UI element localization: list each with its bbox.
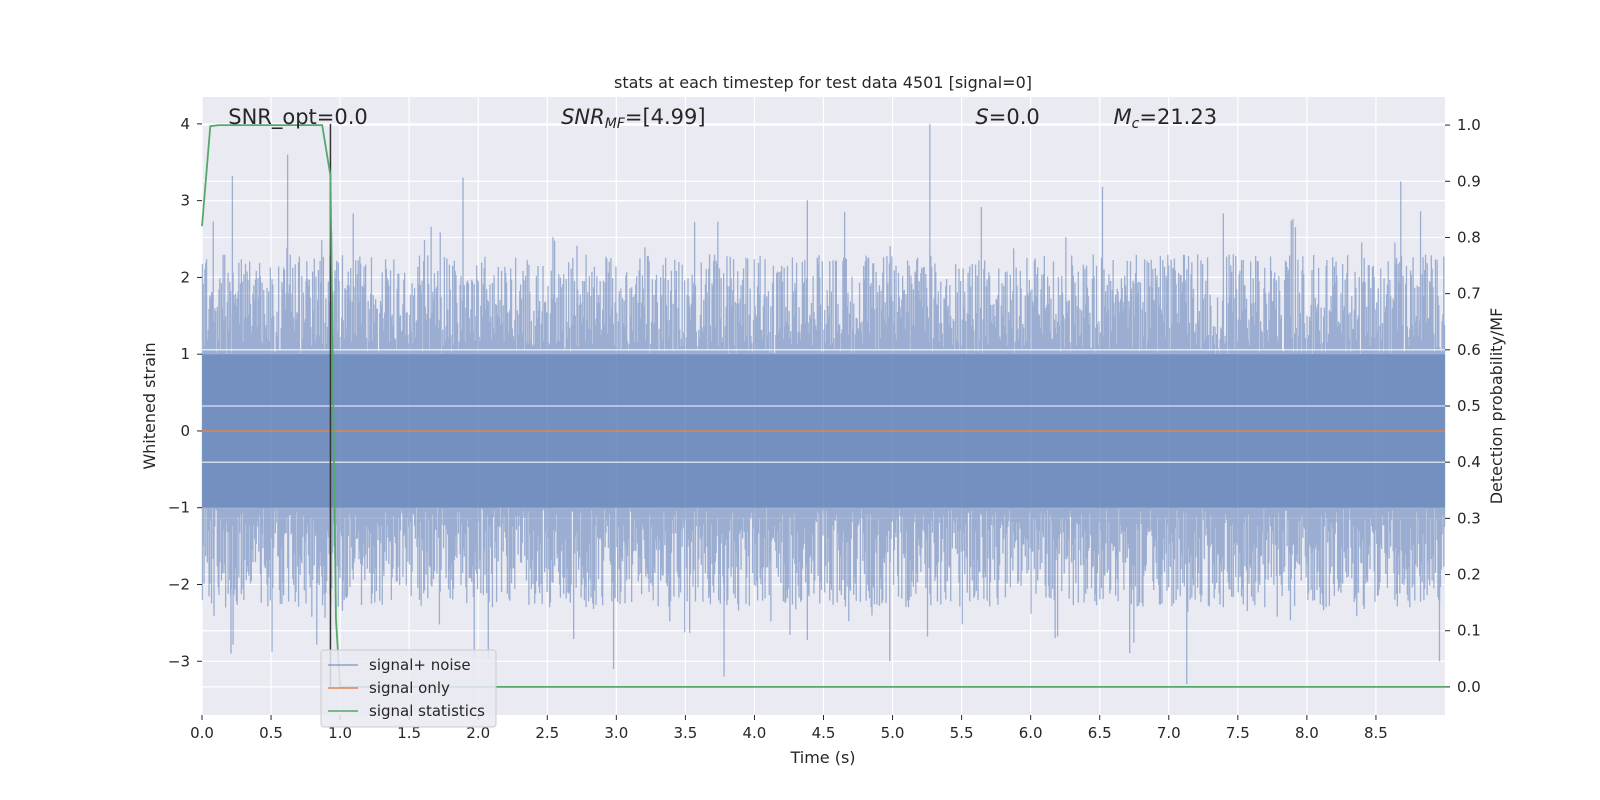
y-ticks: −3 −2 −1 0 1 2 3 4 <box>168 115 202 670</box>
x-tick-label: 8.0 <box>1295 724 1319 742</box>
x-tick-label: 5.0 <box>881 724 905 742</box>
legend-label: signal only <box>369 679 450 697</box>
y2-tick-label: 0.3 <box>1457 509 1481 527</box>
y2-tick-label: 0.1 <box>1457 622 1481 640</box>
x-tick-label: 1.5 <box>397 724 421 742</box>
y2-tick-label: 0.8 <box>1457 228 1481 246</box>
x-tick-label: 3.5 <box>673 724 697 742</box>
y2-tick-label: 0.9 <box>1457 172 1481 190</box>
y-tick-label: −3 <box>168 652 190 670</box>
chart-title: stats at each timestep for test data 450… <box>614 73 1032 92</box>
y2-tick-label: 0.6 <box>1457 341 1481 359</box>
legend-box <box>320 649 497 728</box>
y2-tick-label: 0.7 <box>1457 285 1481 303</box>
x-tick-label: 6.0 <box>1019 724 1043 742</box>
legend-label: signal+ noise <box>369 656 471 674</box>
x-tick-label: 4.0 <box>743 724 767 742</box>
y-tick-label: −2 <box>168 575 190 593</box>
x-tick-label: 5.5 <box>950 724 974 742</box>
y-tick-label: 3 <box>180 192 190 210</box>
annotations: SNR_opt=0.0 SNRMF=[4.99] S=0.0 Mc=21.23 <box>228 105 1217 132</box>
y-axis-label: Whitened strain <box>140 342 159 469</box>
x-tick-label: 2.0 <box>466 724 490 742</box>
x-tick-label: 0.0 <box>190 724 214 742</box>
stat-annotation: SNRMF=[4.99] <box>561 105 706 132</box>
y2-tick-label: 0.4 <box>1457 453 1481 471</box>
y-tick-label: 1 <box>180 345 190 363</box>
x-tick-label: 3.0 <box>604 724 628 742</box>
y2-tick-label: 0.2 <box>1457 566 1481 584</box>
x-axis-label: Time (s) <box>789 748 855 767</box>
y2-axis-label: Detection probability/MF <box>1487 308 1506 505</box>
x-tick-label: 2.5 <box>535 724 559 742</box>
legend-label: signal statistics <box>369 702 485 720</box>
y-tick-label: 0 <box>180 422 190 440</box>
x-ticks: 0.0 0.5 1.0 1.5 2.0 2.5 3.0 3.5 4.0 4.5 5.0 5.5 6.0 6… <box>190 715 1388 742</box>
y2-tick-label: 1.0 <box>1457 116 1481 134</box>
y2-tick-label: 0.0 <box>1457 678 1481 696</box>
x-tick-label: 7.0 <box>1157 724 1181 742</box>
x-tick-label: 7.5 <box>1226 724 1250 742</box>
y2-ticks: 0.0 0.1 0.2 0.3 0.4 0.5 0.6 0.7 0.8 0.9 1.0 <box>1445 116 1481 696</box>
stat-annotation: Mc=21.23 <box>1114 105 1218 132</box>
x-tick-label: 1.0 <box>328 724 352 742</box>
x-tick-label: 6.5 <box>1088 724 1112 742</box>
y-tick-label: −1 <box>168 499 190 517</box>
y-tick-label: 4 <box>180 115 190 133</box>
x-tick-label: 4.5 <box>812 724 836 742</box>
x-tick-label: 8.5 <box>1364 724 1388 742</box>
y2-tick-label: 0.5 <box>1457 397 1481 415</box>
y-tick-label: 2 <box>180 268 190 286</box>
stat-annotation: S=0.0 <box>975 105 1039 129</box>
x-tick-label: 0.5 <box>259 724 283 742</box>
legend: signal+ noise signal only signal statistic… <box>320 649 497 728</box>
stat-annotation: SNR_opt=0.0 <box>228 105 368 130</box>
